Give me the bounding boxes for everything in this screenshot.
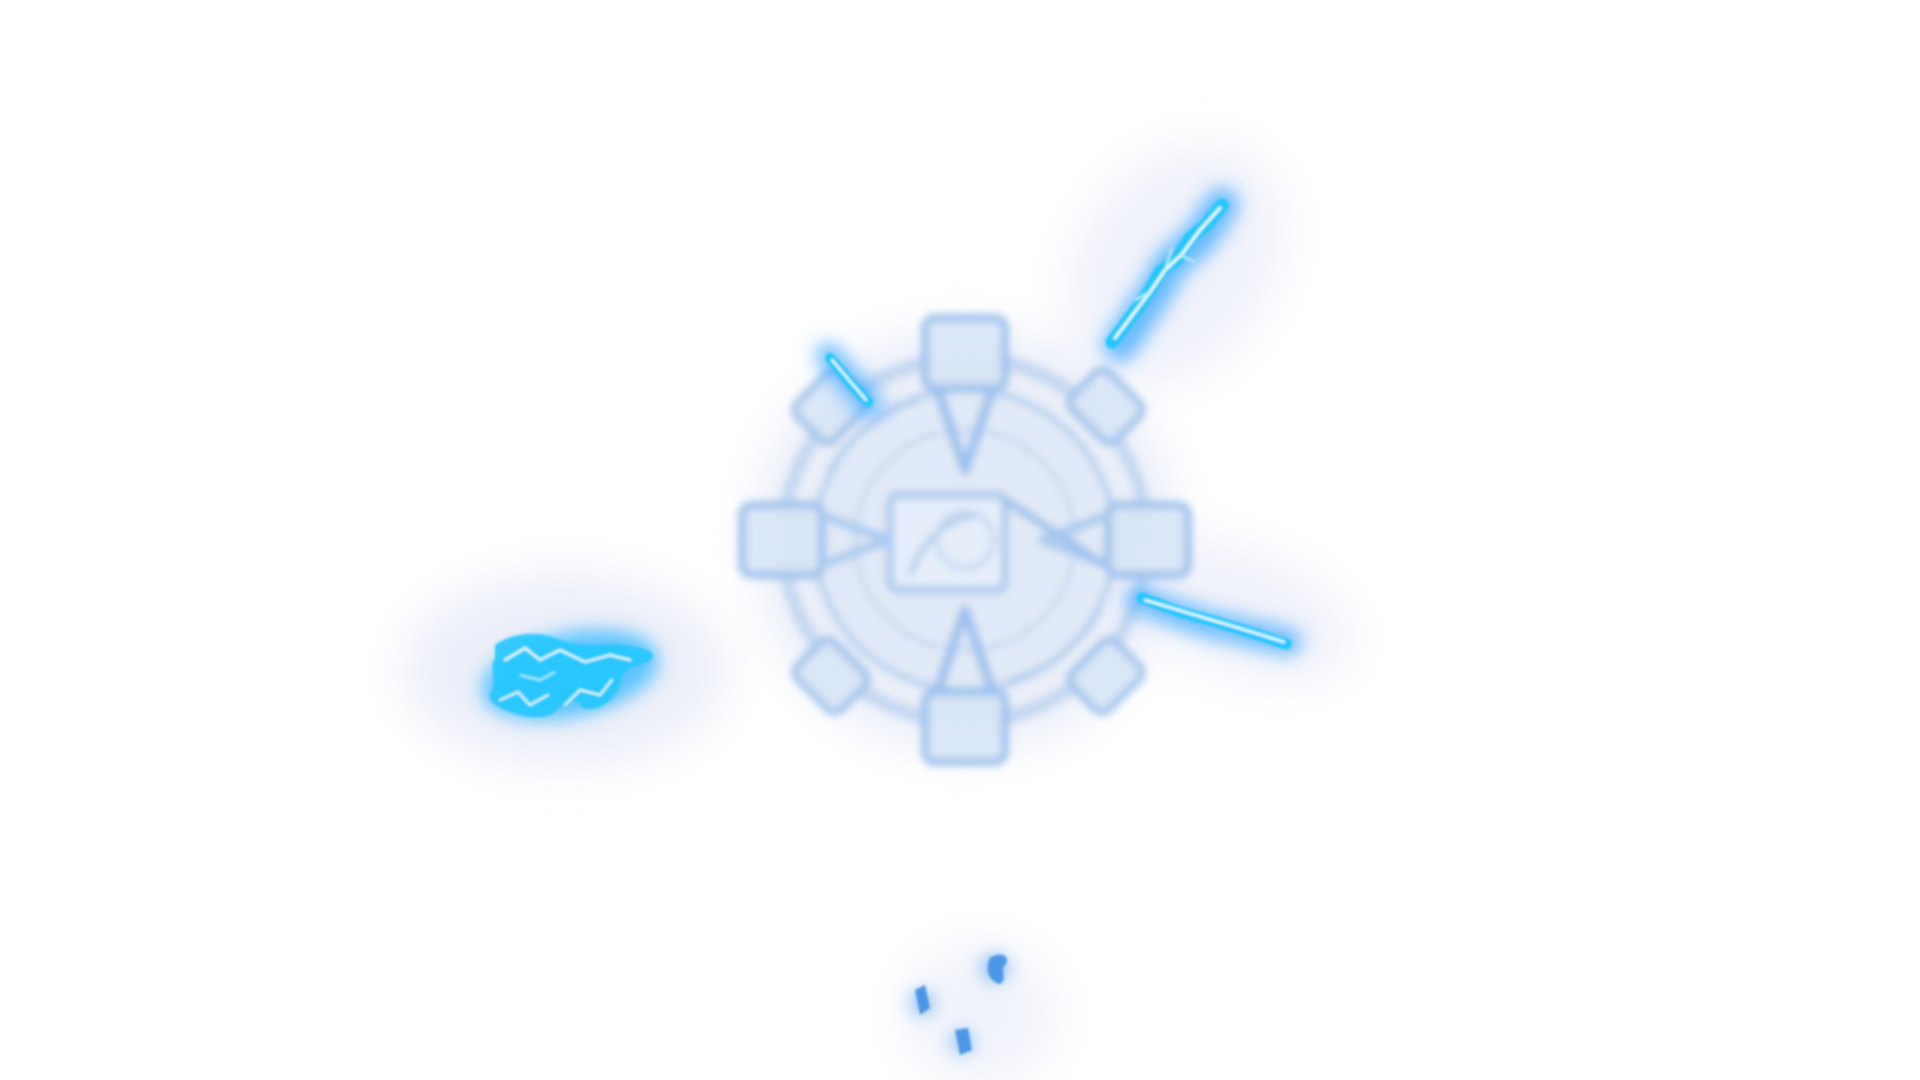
spark-fragment-icon <box>915 954 1007 1055</box>
electric-splash-icon <box>489 633 653 718</box>
lightning-bolt-icon <box>825 198 1292 650</box>
rune-gear-icon <box>738 314 1192 766</box>
